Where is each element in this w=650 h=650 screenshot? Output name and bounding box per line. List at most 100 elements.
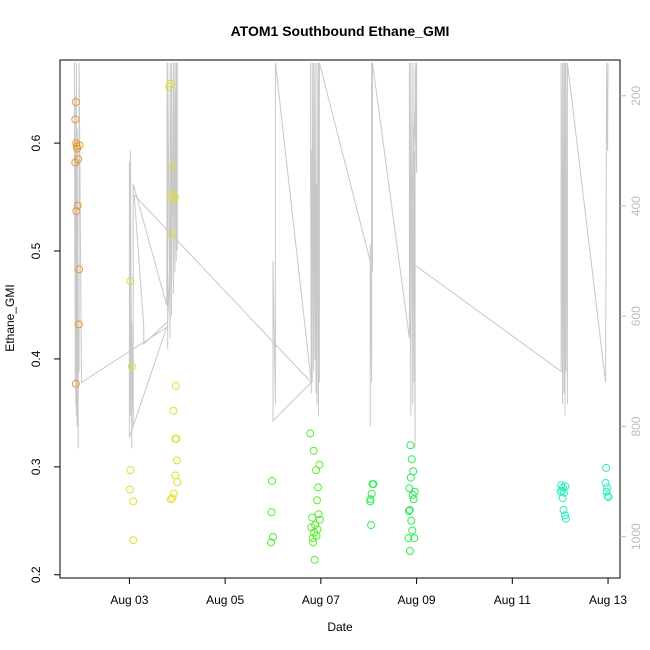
data-point	[406, 473, 415, 482]
data-point	[604, 493, 613, 502]
series-3	[267, 429, 324, 564]
data-point	[168, 494, 177, 503]
plot-frame	[59, 59, 621, 579]
data-point	[75, 265, 84, 274]
y2-tick-label: 200	[629, 85, 643, 105]
data-point	[129, 497, 138, 506]
data-point	[311, 521, 320, 530]
data-point	[602, 487, 611, 496]
data-point	[72, 207, 81, 216]
data-point	[267, 538, 276, 547]
y2-tick-label: 600	[629, 306, 643, 326]
data-point	[169, 489, 178, 498]
altitude-trace	[73, 62, 609, 449]
data-point	[309, 538, 318, 547]
data-point	[267, 508, 276, 517]
secondary-y-axis: 200 400 600 800 1000	[620, 85, 643, 550]
data-point	[71, 158, 80, 167]
data-point	[309, 446, 318, 455]
data-point	[404, 507, 413, 516]
data-point	[169, 406, 178, 415]
x-tick-label: Aug 07	[302, 593, 340, 607]
data-point	[408, 490, 417, 499]
series-4	[366, 441, 419, 555]
data-point	[313, 496, 321, 505]
data-point	[73, 201, 82, 210]
data-point	[129, 536, 138, 545]
data-point	[367, 489, 376, 498]
data-point	[367, 521, 376, 530]
data-point	[172, 456, 181, 465]
data-point	[558, 486, 567, 495]
data-point	[314, 510, 323, 519]
data-point	[603, 492, 612, 500]
data-point	[71, 98, 80, 107]
data-point	[127, 362, 136, 371]
data-point	[315, 515, 324, 524]
x-tick-label: Aug 05	[206, 593, 244, 607]
y-axis-label: Ethane_GMI	[3, 284, 17, 351]
data-point	[74, 320, 83, 329]
data-point	[125, 485, 134, 494]
data-point	[169, 195, 178, 204]
data-point	[408, 526, 417, 535]
data-point	[71, 115, 80, 124]
x-tick-label: Aug 09	[398, 593, 436, 607]
y2-tick-label: 1000	[629, 523, 643, 550]
y2-tick-label: 800	[629, 416, 643, 436]
data-point	[561, 514, 570, 523]
data-point	[601, 479, 610, 487]
data-point	[168, 162, 177, 171]
y2-tick-label: 400	[629, 196, 643, 216]
y-tick-label: 0.2	[29, 566, 43, 583]
x-tick-label: Aug 13	[589, 593, 627, 607]
series-2	[125, 79, 182, 545]
data-point	[560, 488, 568, 497]
data-point	[559, 506, 568, 514]
data-point	[71, 379, 80, 388]
data-point	[312, 531, 321, 540]
data-point	[171, 434, 180, 443]
chart-title: ATOM1 Southbound Ethane_GMI	[231, 23, 450, 39]
data-point	[171, 381, 180, 390]
data-points	[71, 79, 613, 564]
series-1	[71, 98, 84, 388]
x-axis: Aug 03 Aug 05 Aug 07 Aug 09 Aug 11 Aug 13	[110, 578, 627, 607]
data-point	[404, 534, 413, 543]
data-point	[170, 193, 179, 202]
series-5	[556, 463, 613, 523]
x-axis-label: Date	[327, 620, 353, 634]
y-tick-label: 0.4	[29, 350, 43, 367]
data-point	[409, 495, 418, 504]
data-point	[405, 506, 414, 514]
data-point	[306, 429, 315, 438]
data-point	[268, 476, 276, 485]
data-point	[173, 478, 182, 486]
y-tick-label: 0.5	[29, 242, 43, 259]
data-point	[405, 547, 414, 555]
data-point	[308, 534, 317, 543]
data-point	[269, 533, 277, 541]
data-point	[75, 141, 84, 150]
y-axis: 0.2 0.3 0.4 0.5 0.6	[29, 134, 60, 583]
y-tick-label: 0.6	[29, 134, 43, 151]
data-point	[561, 511, 569, 520]
x-tick-label: Aug 11	[494, 593, 531, 607]
data-point	[405, 484, 414, 493]
data-point	[410, 534, 419, 543]
data-point	[126, 466, 135, 475]
data-point	[308, 513, 317, 522]
data-point	[310, 555, 319, 564]
data-point	[314, 483, 322, 492]
data-point	[167, 230, 176, 239]
x-tick-label: Aug 03	[110, 593, 148, 607]
data-point	[171, 471, 180, 480]
data-point	[406, 441, 415, 450]
data-point	[602, 463, 611, 472]
data-point	[407, 455, 416, 464]
data-point	[166, 79, 175, 88]
data-point	[312, 466, 321, 475]
altitude-line	[73, 62, 609, 449]
y-tick-label: 0.3	[29, 458, 43, 475]
